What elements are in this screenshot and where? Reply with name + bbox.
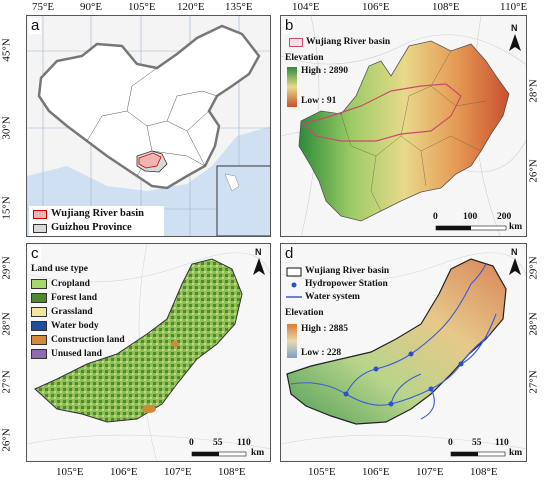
c-lat-tick: 29°N: [0, 256, 13, 280]
map-d-svg: [281, 252, 526, 457]
c-lon-tick: 106°E: [110, 466, 138, 478]
guizhou-elevation-shape: [298, 40, 510, 222]
north-arrow: [509, 34, 521, 51]
scale-d-1: 55: [472, 438, 482, 448]
legend-c-label: Unused land: [51, 349, 102, 359]
d-lon-tick: 108°E: [470, 466, 498, 478]
legend-b-low: Low : 91: [301, 96, 337, 106]
b-lon-tick: 110°E: [500, 1, 528, 13]
legend-b-basin-swatch: [289, 38, 303, 47]
legend-c-swatch: [31, 293, 47, 303]
north-label-d: N: [511, 247, 518, 257]
legend-c-title: Land use type: [31, 264, 89, 274]
map-a-svg: [27, 16, 270, 236]
legend-b-basin-label: Wujiang River basin: [306, 37, 391, 47]
d-lon-tick: 107°E: [416, 466, 444, 478]
a-lon-tick: 105°E: [128, 1, 156, 13]
legend-c-swatch: [31, 279, 47, 289]
scale-c-unit: km: [251, 448, 265, 458]
a-lat-tick: 15°N: [0, 196, 13, 220]
panel-a: a Wujiang River basin Guizhou Province: [26, 15, 271, 237]
panel-d: d Wujiang River basin Hydropower Station…: [280, 243, 527, 462]
legend-c-label: Construction land: [51, 335, 125, 345]
map-c-svg: [27, 244, 270, 461]
north-label-c: N: [255, 247, 262, 257]
legend-guizhou-swatch: [33, 224, 47, 233]
elevation-legend-bar-d: [287, 324, 297, 358]
panel-d-label: d: [283, 245, 296, 262]
legend-guizhou-label: Guizhou Province: [51, 222, 132, 233]
legend-basin-swatch: [33, 210, 47, 219]
b-lat-tick: 28°N: [527, 79, 540, 103]
c-lat-tick: 27°N: [0, 370, 13, 394]
legend-d-station: Hydropower Station: [305, 279, 388, 289]
legend-c-swatch: [31, 307, 47, 317]
legend-c-label: Grassland: [51, 307, 93, 317]
legend-c-swatch: [31, 321, 47, 331]
china-outline: [37, 24, 261, 190]
scale-b-1: 100: [463, 212, 478, 222]
basin-boundary: [301, 83, 462, 142]
dem-basin-shape: [286, 258, 507, 425]
legend-c-label: Water body: [51, 321, 99, 331]
c-lat-tick: 28°N: [0, 312, 13, 336]
b-lon-tick: 108°E: [432, 1, 460, 13]
panel-c: c Land use type Cropland Forest land Gra…: [26, 243, 271, 462]
legend-c-swatch: [31, 335, 47, 345]
north-arrow: [253, 258, 265, 275]
b-lat-tick: 26°N: [527, 159, 540, 183]
a-lat-tick: 45°N: [0, 38, 13, 62]
legend-c-label: Forest land: [51, 293, 98, 303]
a-lon-tick: 135°E: [225, 1, 253, 13]
d-lat-tick: 29°N: [527, 256, 540, 280]
scale-b-0: 0: [433, 212, 438, 222]
legend-d-high: High : 2885: [301, 324, 348, 334]
legend-c-swatch: [31, 349, 47, 359]
c-lon-tick: 107°E: [164, 466, 192, 478]
scale-b-2: 200: [497, 212, 512, 222]
panel-b-label: b: [283, 17, 296, 34]
b-lon-tick: 106°E: [362, 1, 390, 13]
scale-c-0: 0: [189, 438, 194, 448]
water-system: [290, 263, 497, 420]
d-lon-tick: 106°E: [362, 466, 390, 478]
legend-d-basin: Wujiang River basin: [305, 266, 390, 276]
scale-d-2: 110: [495, 438, 509, 448]
landuse-basin-shape: [34, 258, 243, 423]
map-b-svg: [281, 16, 526, 236]
b-lon-tick: 104°E: [292, 1, 320, 13]
d-lat-tick: 27°N: [527, 370, 540, 394]
scale-d-unit: km: [509, 448, 523, 458]
a-lon-tick: 75°E: [32, 1, 55, 13]
north-arrow: [509, 258, 521, 275]
legend-c-label: Cropland: [51, 279, 90, 289]
legend-d-elev-title: Elevation: [285, 308, 324, 318]
legend-basin-label: Wujiang River basin: [51, 208, 144, 219]
a-lon-tick: 120°E: [177, 1, 205, 13]
scale-b-unit: km: [509, 222, 523, 232]
north-label-b: N: [511, 23, 518, 33]
a-lat-tick: 30°N: [0, 116, 13, 140]
d-lon-tick: 105°E: [308, 466, 336, 478]
d-lat-tick: 28°N: [527, 312, 540, 336]
elevation-legend-bar: [287, 67, 297, 107]
legend-d-water: Water system: [305, 292, 360, 302]
c-lon-tick: 105°E: [56, 466, 84, 478]
c-lat-tick: 26°N: [0, 428, 13, 452]
legend-b-high: High : 2890: [301, 66, 348, 76]
scale-c-2: 110: [237, 438, 251, 448]
panel-b: b Wujiang River basin Elevation High : 2…: [280, 15, 527, 237]
legend-b-elev-title: Elevation: [285, 53, 324, 63]
panel-a-legend: [29, 206, 164, 236]
scale-d-0: 0: [448, 438, 453, 448]
hydropower-stations: [343, 351, 464, 407]
scale-c-1: 55: [213, 438, 223, 448]
a-lon-tick: 90°E: [80, 1, 103, 13]
c-lon-tick: 108°E: [218, 466, 246, 478]
panel-a-label: a: [29, 17, 42, 34]
inset-south-sea: [216, 165, 270, 236]
basin-shape: [138, 152, 162, 169]
legend-d-low: Low : 228: [301, 348, 342, 358]
panel-c-label: c: [29, 245, 41, 262]
